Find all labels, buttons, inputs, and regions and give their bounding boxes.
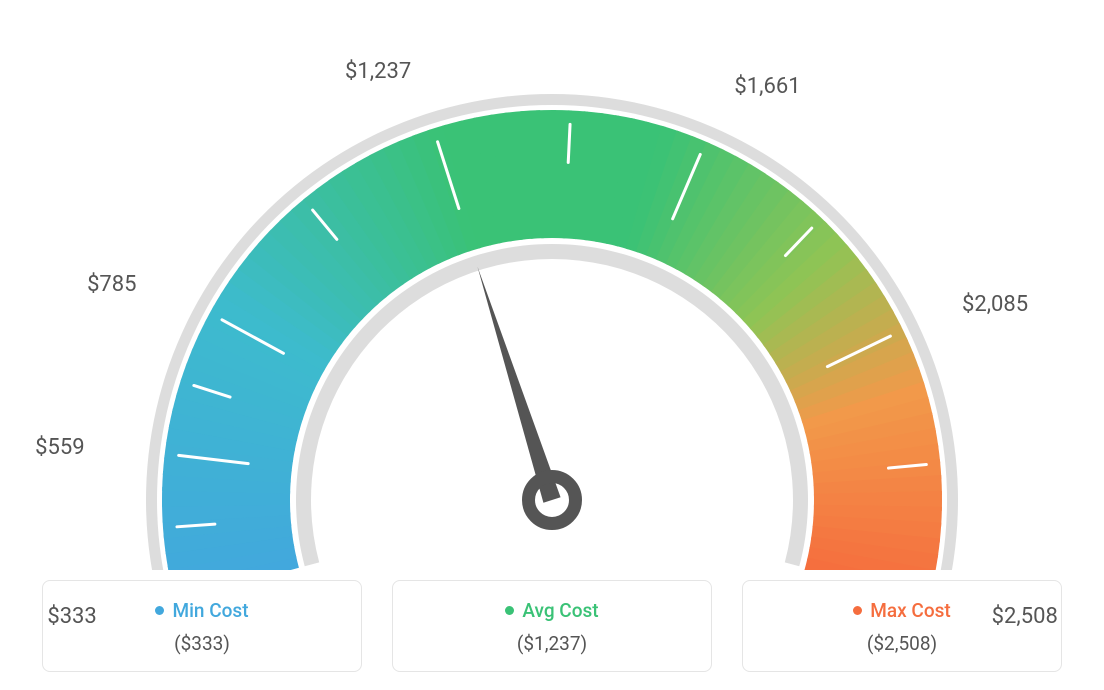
legend-label: Min Cost [172,599,248,622]
gauge-tick-label: $1,661 [734,74,800,99]
gauge-needle [477,267,560,503]
legend-value: ($1,237) [408,632,696,655]
legend-dot-icon [853,606,862,615]
legend-value: ($2,508) [758,632,1046,655]
legend-card-max: Max Cost ($2,508) [742,580,1062,672]
legend-card-min: Min Cost ($333) [42,580,362,672]
gauge-tick-label: $1,237 [345,59,411,84]
cost-gauge: $333$559$785$1,237$1,661$2,085$2,508 [0,30,1104,570]
legend-row: Min Cost ($333) Avg Cost ($1,237) Max Cost ($… [0,580,1104,672]
legend-card-avg: Avg Cost ($1,237) [392,580,712,672]
legend-value: ($333) [58,632,346,655]
gauge-tick-label: $559 [35,435,84,460]
gauge-svg [0,30,1104,570]
legend-title: Max Cost [853,599,950,622]
legend-label: Max Cost [870,599,950,622]
legend-title: Min Cost [155,599,248,622]
legend-label: Avg Cost [522,599,598,622]
legend-dot-icon [155,606,164,615]
gauge-tick-label: $785 [87,272,136,297]
legend-dot-icon [505,606,514,615]
gauge-tick-label: $2,085 [962,292,1028,317]
legend-title: Avg Cost [505,599,598,622]
